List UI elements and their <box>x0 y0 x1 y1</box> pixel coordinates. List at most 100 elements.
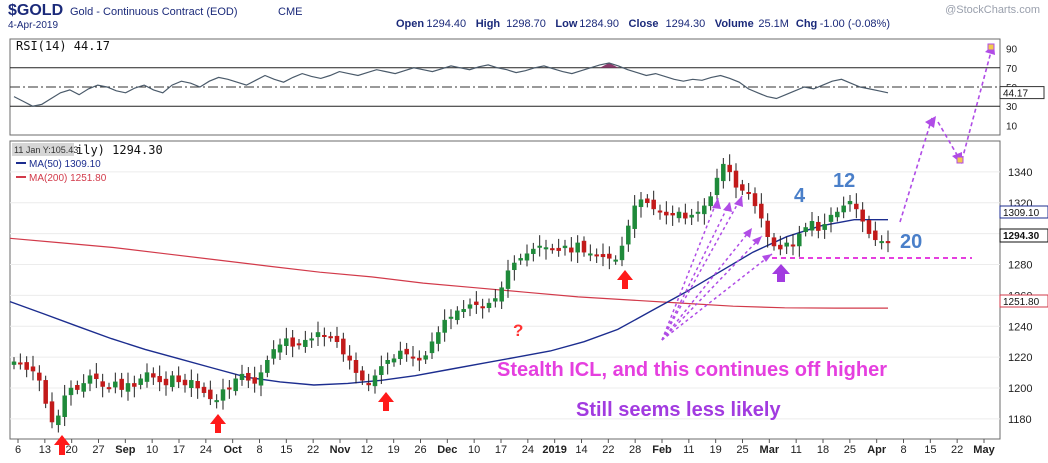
x-tick-21: 14 <box>575 444 587 456</box>
rsi-value-tag: 44.17 <box>999 86 1045 100</box>
price-bar-70 <box>455 310 460 321</box>
price-bar-128 <box>822 224 827 230</box>
rsi-value-tag-box <box>999 86 1045 100</box>
ohlc-label-0: Open <box>396 18 424 30</box>
rsi-tick-90: 90 <box>1006 45 1018 56</box>
x-tick-33: 8 <box>900 444 906 456</box>
price-bar-45 <box>296 343 302 346</box>
red-arrow-nov <box>378 392 394 411</box>
ohlc-value-2: 1284.90 <box>579 18 619 30</box>
rsi-title: RSI(14) 44.17 <box>16 39 110 53</box>
crosshair-tooltip-box <box>12 143 74 156</box>
rsi-line <box>13 62 889 107</box>
rsi-tick-30: 30 <box>1006 102 1018 113</box>
fan-head-5 <box>752 236 762 245</box>
price-bar-64 <box>417 357 422 361</box>
price-bar-116 <box>746 192 751 195</box>
price-bar-79 <box>512 262 517 271</box>
fan-head-3 <box>734 196 743 207</box>
x-tick-26: 19 <box>710 444 722 456</box>
count-label-20: 20 <box>900 231 922 253</box>
price-bar-124 <box>797 233 802 247</box>
symbol-label: $GOLD <box>8 2 63 19</box>
price-bar-89 <box>575 242 580 253</box>
price-bar-50 <box>328 336 333 339</box>
fan-arrow-2 <box>661 201 731 341</box>
cycle-low-arrows <box>54 270 633 455</box>
price-bar-65 <box>423 355 428 360</box>
ohlc-label-3: Close <box>629 18 659 30</box>
x-tick-4: Sep <box>115 444 135 456</box>
price-bar-34 <box>227 387 232 390</box>
price-bar-112 <box>721 163 726 182</box>
fan-arrow-6 <box>661 253 773 341</box>
price-bar-62 <box>404 348 409 355</box>
rsi-overbought-fill <box>599 63 619 68</box>
price-bar-103 <box>664 211 669 216</box>
projection-marker-low <box>956 156 964 164</box>
price-bar-95 <box>613 259 618 262</box>
x-tick-3: 27 <box>92 444 104 456</box>
price-bar-118 <box>759 203 764 219</box>
count-label-12: 12 <box>833 170 855 192</box>
price-bar-43 <box>284 338 289 346</box>
x-tick-25: 11 <box>683 444 694 456</box>
ohlc-value-4: 25.1M <box>758 18 789 30</box>
x-tick-34: 15 <box>924 444 936 456</box>
price-bar-53 <box>347 355 352 361</box>
x-tick-32: Apr <box>867 444 887 456</box>
price-bar-32 <box>214 400 219 403</box>
x-tick-0: 6 <box>15 444 21 456</box>
price-bar-67 <box>436 332 441 344</box>
price-bar-33 <box>220 389 226 401</box>
stealth-icl-annotation: Stealth ICL, and this continues off high… <box>497 359 887 381</box>
price-bar-15 <box>106 387 112 390</box>
price-bar-132 <box>847 200 853 205</box>
ohlc-value-5: -1.00 (-0.08%) <box>820 18 890 30</box>
price-bar-77 <box>499 287 504 302</box>
fan-arrowheads <box>712 196 772 262</box>
price-panel: 118012001220124012601280130013201340 11 … <box>9 43 1048 455</box>
crosshair-tooltip: 11 Jan Y:105.43 <box>14 145 78 155</box>
red-arrow-oct <box>210 414 226 433</box>
x-tick-35: 22 <box>951 444 963 456</box>
instrument-name: Gold - Continuous Contract (EOD) <box>70 6 238 18</box>
ma50-line <box>9 218 888 386</box>
price-bar-3 <box>30 366 36 372</box>
price-bar-106 <box>683 212 688 219</box>
price-bar-1 <box>18 362 23 365</box>
ma50-value-tag: 1309.10 <box>999 205 1048 219</box>
price-bar-98 <box>632 205 637 229</box>
ohlc-row: Open 1294.40 High 1298.70 Low 1284.90 Close 129… <box>396 18 890 30</box>
less-likely-annotation: Still seems less likely <box>576 399 781 421</box>
price-bar-74 <box>480 306 485 309</box>
price-bar-23 <box>157 376 162 383</box>
watermark: @StockCharts.com <box>945 4 1040 16</box>
price-bar-25 <box>170 375 175 388</box>
close-tag-box <box>999 228 1048 243</box>
price-bar-69 <box>448 316 454 319</box>
march-low-arrow <box>772 264 790 282</box>
exchange-label: CME <box>278 6 302 18</box>
price-bar-120 <box>771 237 777 247</box>
ma200-line <box>9 237 888 309</box>
projection-marker-high <box>987 43 995 51</box>
x-tick-2: 20 <box>66 444 78 456</box>
ma200-tag-box <box>999 294 1048 308</box>
price-bar-38 <box>252 377 257 384</box>
price-bar-71 <box>461 309 466 313</box>
price-bar-91 <box>588 253 593 256</box>
price-bar-135 <box>866 220 872 234</box>
ohlc-value-3: 1294.30 <box>666 18 706 30</box>
price-bar-97 <box>626 225 631 245</box>
price-bar-54 <box>353 360 359 373</box>
price-bar-107 <box>689 214 694 218</box>
ma200-tag-text: 1251.80 <box>1003 297 1040 308</box>
x-tick-28: Mar <box>760 444 780 456</box>
price-bar-113 <box>727 164 732 173</box>
price-bar-49 <box>322 334 327 337</box>
x-tick-24: Feb <box>652 444 672 456</box>
price-bar-78 <box>505 270 511 289</box>
x-tick-10: 15 <box>280 444 292 456</box>
